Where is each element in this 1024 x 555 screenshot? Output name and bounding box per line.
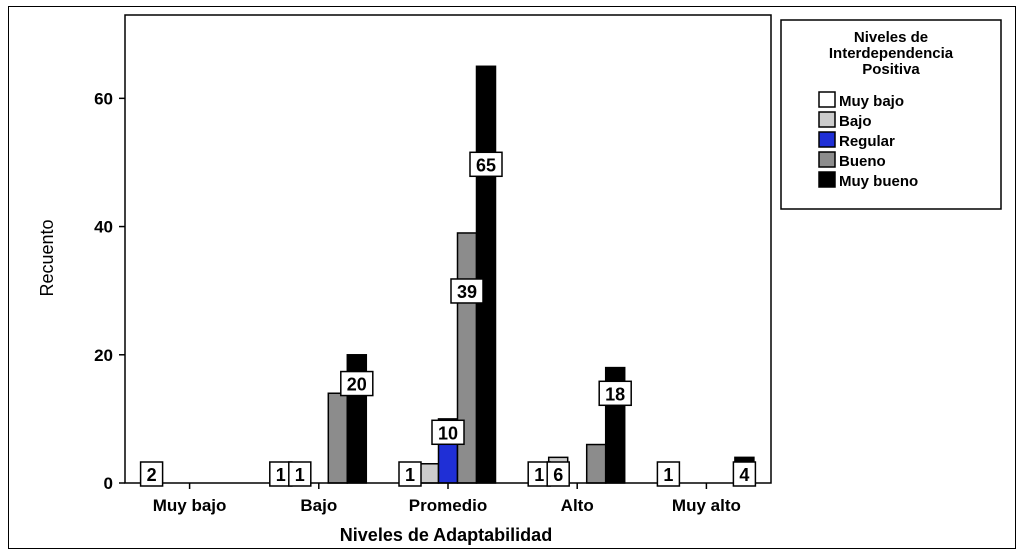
bar — [456, 232, 478, 484]
axes-layer: 0 20 40 60 Muy bajo Bajo Promedio Alto Muy alto — [94, 14, 772, 515]
legend-item-label: Bajo — [839, 113, 872, 130]
data-label-box — [546, 461, 570, 487]
legend-swatch — [818, 111, 836, 128]
data-label: 1 — [534, 465, 544, 485]
data-label: 6 — [553, 465, 563, 485]
data-label: 1 — [663, 465, 673, 485]
y-axis-title: Recuento — [37, 219, 57, 296]
plot-area — [124, 14, 772, 484]
data-label-box — [450, 278, 484, 304]
data-label-box — [656, 461, 681, 487]
x-tick-label: Bajo — [300, 496, 337, 515]
bar — [327, 392, 349, 484]
data-label: 65 — [476, 155, 496, 175]
y-tick-label: 20 — [94, 346, 113, 365]
legend-swatch — [818, 131, 836, 148]
data-label: 39 — [457, 282, 477, 302]
bar — [418, 463, 440, 484]
data-label-box — [288, 461, 312, 487]
data-label-box — [139, 461, 164, 487]
data-label: 18 — [605, 384, 625, 404]
y-tick-label: 40 — [94, 218, 113, 237]
legend-item-label: Regular — [839, 133, 895, 150]
data-label: 4 — [739, 465, 749, 485]
legend-title: Niveles de — [854, 29, 928, 46]
legend-item-label: Muy bajo — [839, 93, 904, 110]
legend-title: Positiva — [862, 61, 920, 78]
x-tick-label: Promedio — [409, 496, 487, 515]
data-label: 1 — [276, 465, 286, 485]
data-label: 1 — [295, 465, 305, 485]
y-tick-label: 0 — [104, 474, 113, 493]
legend-swatch — [818, 151, 836, 168]
data-label-box — [469, 151, 503, 178]
x-tick-label: Muy bajo — [153, 496, 227, 515]
legend-box — [780, 19, 1002, 210]
data-label: 10 — [438, 423, 458, 443]
data-label: 2 — [147, 465, 157, 485]
bar — [585, 443, 607, 484]
data-label-box — [732, 461, 757, 487]
data-label-box — [398, 461, 422, 487]
legend-item-label: Bueno — [839, 153, 886, 170]
x-tick-label: Muy alto — [672, 496, 741, 515]
legend-swatch — [818, 91, 836, 108]
legend-item-label: Muy bueno — [839, 173, 918, 190]
data-label-box — [431, 419, 465, 446]
legend-title: Interdependencia — [829, 45, 954, 62]
data-label-box — [598, 380, 632, 407]
legend-swatch — [818, 171, 836, 188]
x-tick-label: Alto — [561, 496, 594, 515]
data-label-box — [340, 370, 374, 397]
data-label: 20 — [347, 375, 367, 395]
chart-frame — [8, 6, 1016, 549]
bar — [475, 65, 497, 484]
y-tick-label: 60 — [94, 89, 113, 108]
data-label: 1 — [405, 465, 415, 485]
x-axis-title: Niveles de Adaptabilidad — [340, 525, 552, 545]
